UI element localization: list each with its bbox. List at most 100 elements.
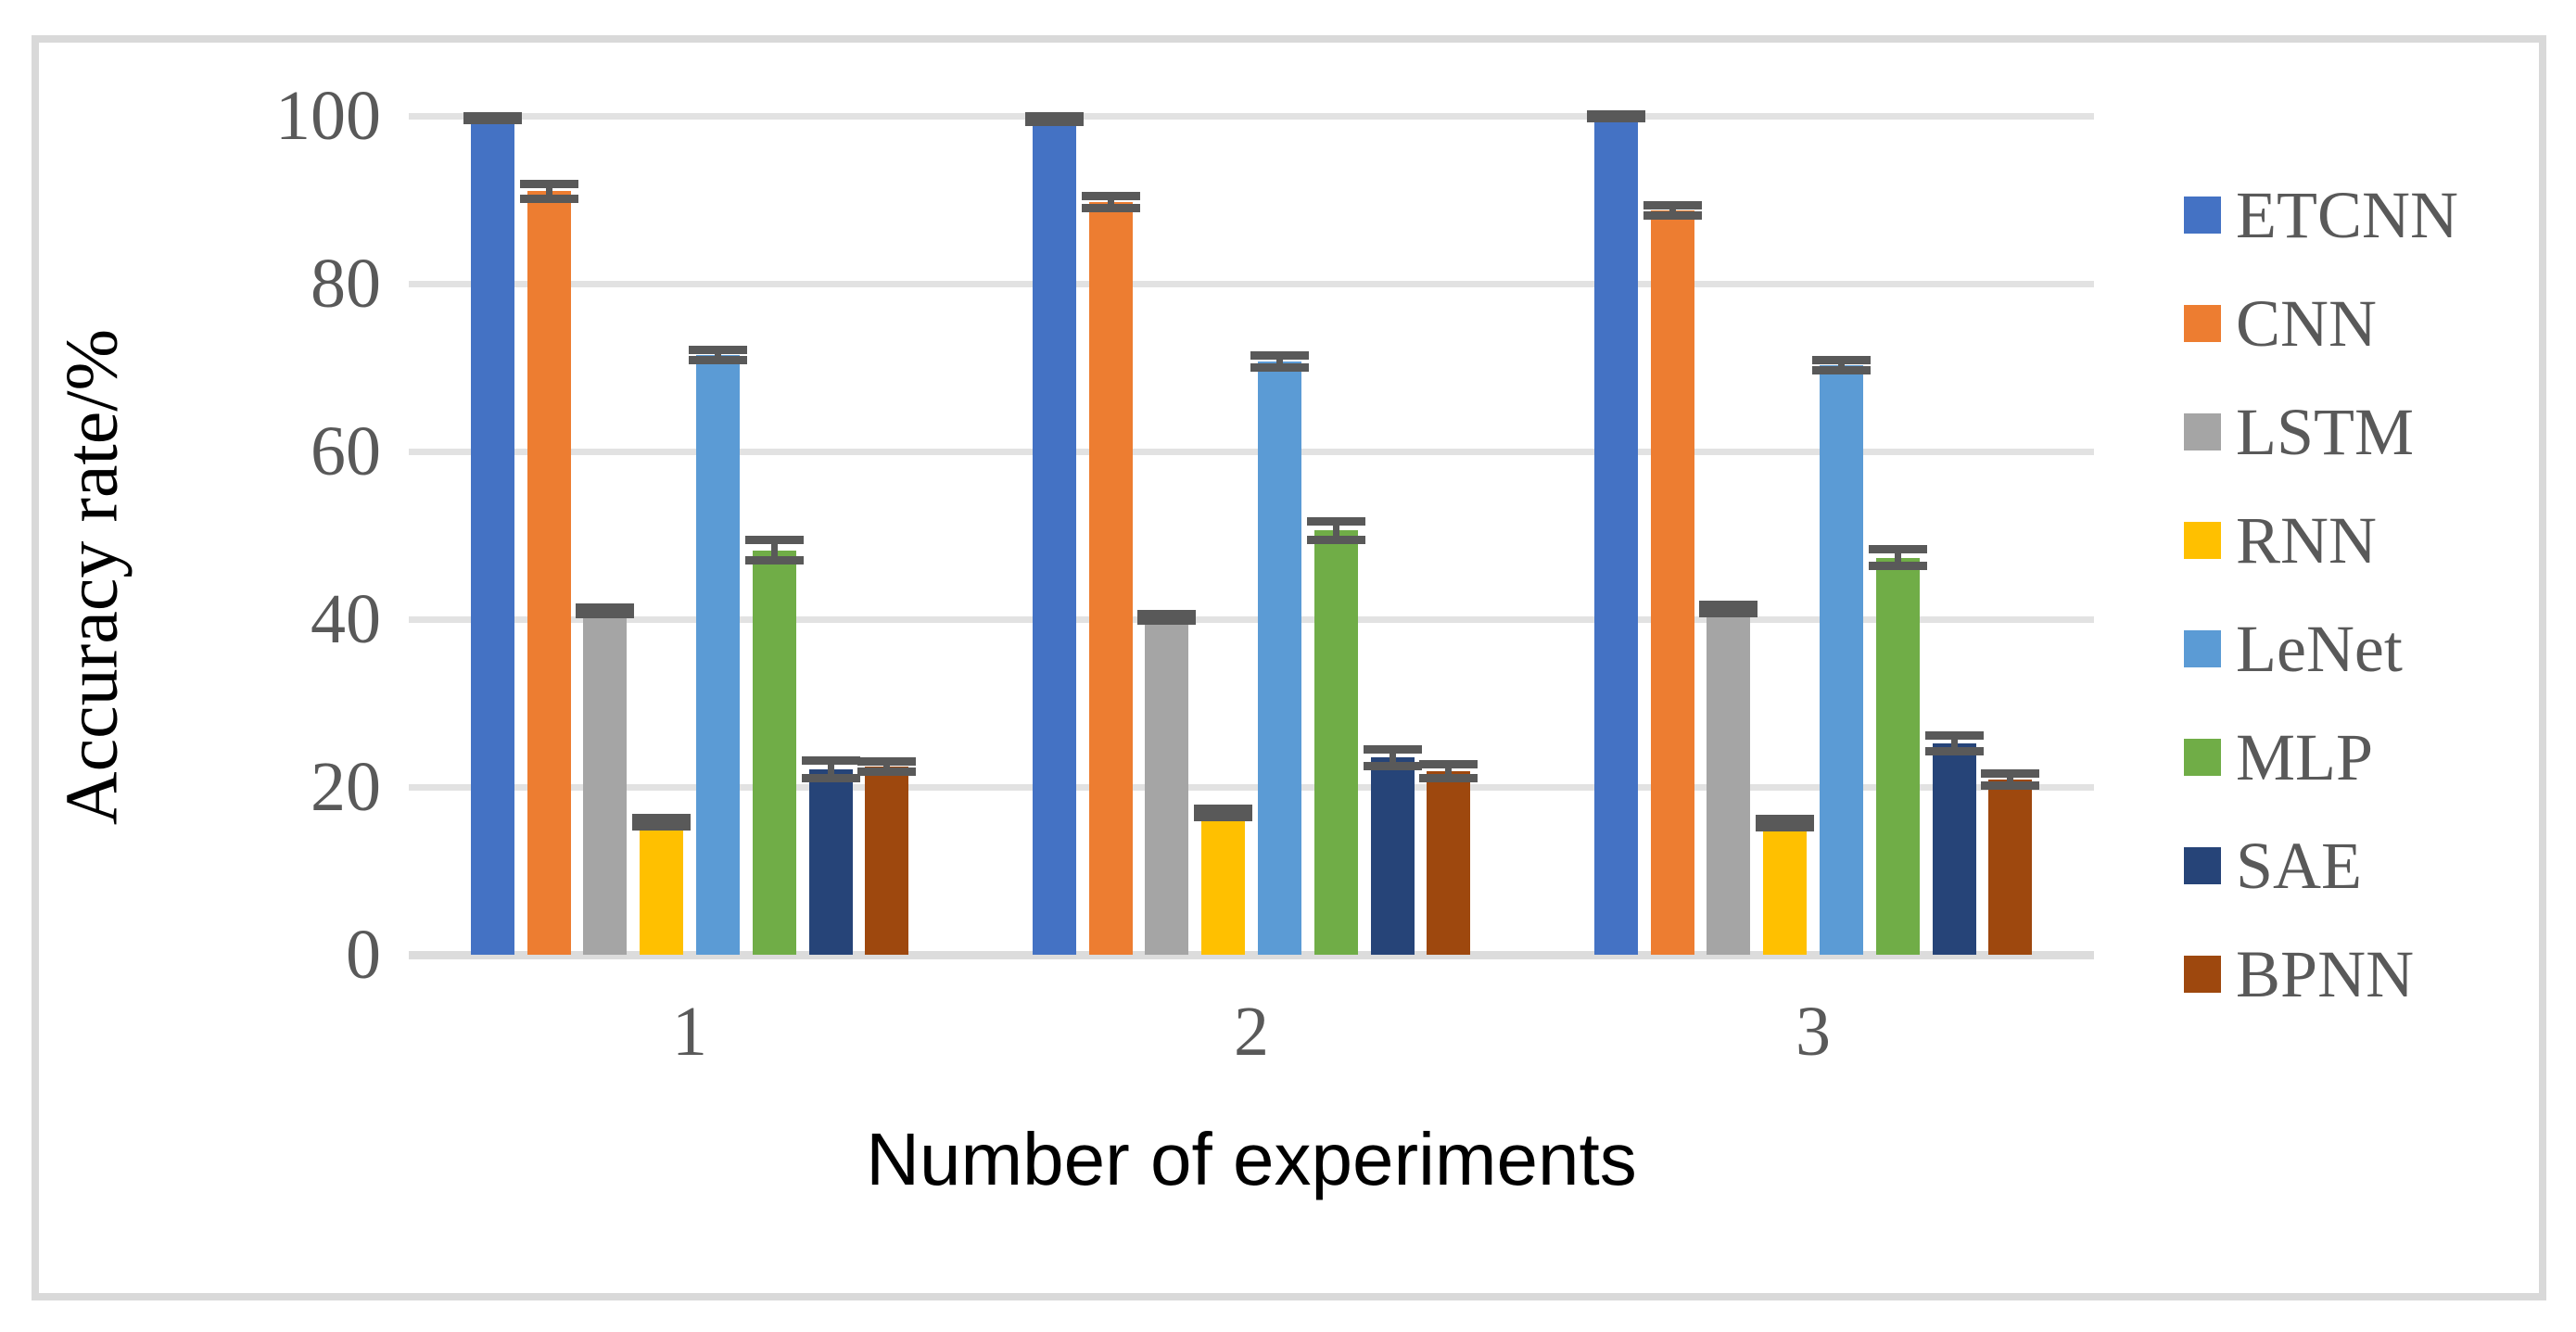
- error-bar-cap-top: [1924, 731, 1984, 741]
- error-bar-cap-top: [1811, 355, 1871, 364]
- legend-item-lenet: LeNet: [2184, 612, 2403, 686]
- error-bar-cap-bottom: [1363, 761, 1422, 770]
- error-bar-cap-top: [576, 603, 635, 612]
- x-category-label: 3: [1796, 993, 1831, 1071]
- error-bar: [2007, 773, 2014, 786]
- legend: ETCNN CNN LSTM RNN LeNet MLP SAE BPNN: [2184, 0, 2555, 1332]
- error-bar-cap-bottom: [1137, 616, 1197, 626]
- legend-swatch: [2184, 413, 2221, 450]
- legend-swatch: [2184, 630, 2221, 667]
- error-bar-cap-top: [1363, 744, 1422, 754]
- error-bar-cap-bottom: [1250, 363, 1309, 372]
- plot-area: [409, 112, 2094, 959]
- error-bar-cap-top: [1194, 805, 1253, 814]
- error-bar-cap-bottom: [1643, 211, 1702, 221]
- error-bar-cap-bottom: [1981, 780, 2040, 790]
- legend-label: RNN: [2236, 503, 2378, 577]
- error-bar: [1389, 749, 1396, 767]
- error-bar: [1445, 764, 1453, 779]
- error-bar: [1725, 604, 1732, 614]
- error-bar: [1107, 196, 1114, 209]
- bar-etcnn-3: [1593, 116, 1638, 955]
- legend-swatch: [2184, 956, 2221, 993]
- error-bar-cap-bottom: [1081, 204, 1140, 213]
- error-bar-cap-bottom: [576, 610, 635, 619]
- y-tick-label: 20: [311, 748, 381, 826]
- error-bar-cap-bottom: [1194, 813, 1253, 822]
- legend-swatch: [2184, 522, 2221, 559]
- bar-lenet-2: [1257, 362, 1301, 955]
- bar-rnn-3: [1763, 822, 1808, 955]
- error-bar: [1220, 808, 1227, 818]
- error-bar-cap-top: [1024, 112, 1084, 121]
- error-bar-cap-bottom: [1699, 609, 1758, 618]
- y-tick-label: 60: [311, 412, 381, 490]
- error-bar: [1782, 818, 1789, 828]
- legend-label: ETCNN: [2236, 178, 2458, 252]
- error-bar-cap-bottom: [1924, 746, 1984, 755]
- legend-item-lstm: LSTM: [2184, 395, 2414, 469]
- legend-swatch: [2184, 739, 2221, 776]
- legend-label: LeNet: [2236, 612, 2403, 686]
- bar-mlp-3: [1875, 557, 1920, 955]
- error-bar: [1275, 355, 1283, 368]
- legend-item-sae: SAE: [2184, 829, 2362, 903]
- bar-lenet-1: [695, 354, 740, 955]
- legend-label: LSTM: [2236, 395, 2415, 469]
- legend-item-rnn: RNN: [2184, 503, 2377, 577]
- bar-cnn-1: [527, 191, 571, 955]
- bar-lstm-3: [1707, 609, 1751, 955]
- legend-swatch: [2184, 305, 2221, 342]
- legend-label: CNN: [2236, 286, 2378, 361]
- error-bar: [1950, 735, 1958, 752]
- error-bar: [658, 818, 666, 827]
- error-bar-cap-bottom: [688, 355, 747, 364]
- bar-lstm-2: [1145, 617, 1189, 955]
- error-bar-cap-top: [1137, 610, 1197, 619]
- error-bar-cap-top: [688, 345, 747, 354]
- bar-cnn-2: [1088, 202, 1133, 955]
- error-bar-cap-top: [1643, 201, 1702, 210]
- y-tick-label: 100: [275, 77, 381, 155]
- error-bar-cap-bottom: [857, 767, 917, 777]
- bar-cnn-3: [1650, 210, 1694, 955]
- legend-item-etcnn: ETCNN: [2184, 178, 2458, 252]
- error-bar-cap-bottom: [1756, 822, 1815, 831]
- error-bar-cap-bottom: [744, 556, 804, 565]
- error-bar: [1837, 360, 1845, 371]
- error-bar-cap-top: [1250, 351, 1309, 361]
- error-bar: [883, 761, 891, 772]
- y-tick-label: 0: [346, 916, 381, 994]
- error-bar-cap-top: [857, 757, 917, 767]
- error-bar-cap-top: [632, 813, 692, 822]
- error-bar-cap-top: [1306, 516, 1365, 526]
- y-tick-label: 80: [311, 245, 381, 323]
- legend-label: MLP: [2236, 720, 2374, 794]
- error-bar-cap-top: [1419, 760, 1478, 769]
- error-bar-cap-bottom: [463, 116, 522, 125]
- error-bar-cap-bottom: [801, 773, 860, 782]
- legend-item-mlp: MLP: [2184, 720, 2373, 794]
- bar-mlp-2: [1313, 530, 1358, 955]
- bar-sae-3: [1932, 742, 1976, 955]
- error-bar-cap-top: [1981, 769, 2040, 779]
- error-bar-cap-bottom: [1811, 365, 1871, 374]
- error-bar: [545, 184, 552, 199]
- error-bar-cap-top: [1699, 601, 1758, 610]
- x-axis-title: Number of experiments: [866, 1118, 1637, 1200]
- gridline: [409, 280, 2094, 287]
- error-bar: [714, 349, 721, 361]
- bar-lstm-1: [583, 610, 628, 955]
- y-tick-label: 40: [311, 580, 381, 658]
- y-axis-title: Accuracy rate/%: [51, 328, 133, 826]
- bar-lenet-3: [1819, 364, 1863, 955]
- legend-item-bpnn: BPNN: [2184, 937, 2414, 1011]
- gridline: [409, 448, 2094, 455]
- error-bar-cap-top: [1081, 192, 1140, 201]
- gridline: [409, 615, 2094, 623]
- gridline: [409, 112, 2094, 120]
- error-bar-cap-top: [1868, 545, 1927, 554]
- error-bar: [1894, 549, 1901, 566]
- error-bar-cap-bottom: [1306, 535, 1365, 544]
- error-bar-cap-top: [519, 179, 578, 188]
